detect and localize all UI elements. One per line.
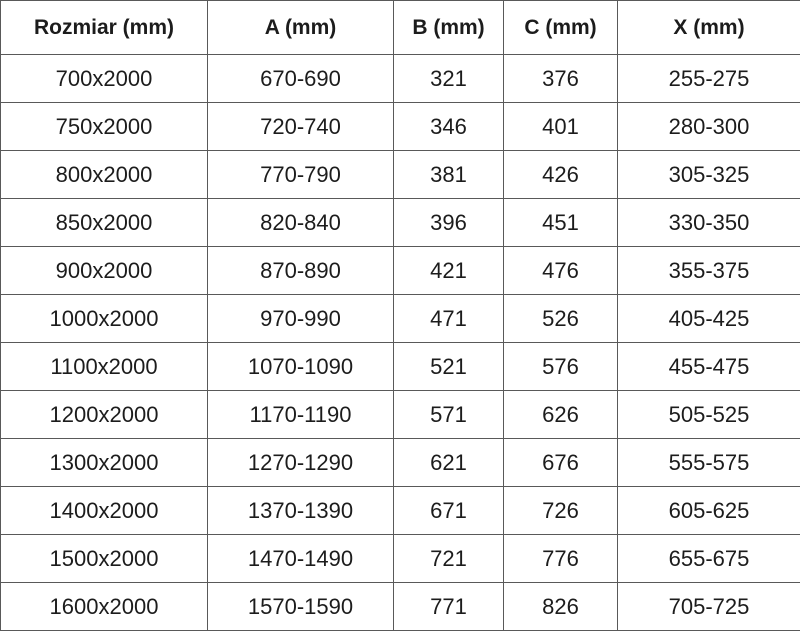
table-header-row: Rozmiar (mm) A (mm) B (mm) C (mm) X (mm) <box>1 1 800 55</box>
table-cell: 700x2000 <box>1 55 208 103</box>
table-cell: 1070-1090 <box>208 343 394 391</box>
table-cell: 476 <box>504 247 618 295</box>
table-cell: 621 <box>394 439 504 487</box>
column-header-x: X (mm) <box>618 1 800 55</box>
table-cell: 1170-1190 <box>208 391 394 439</box>
table-cell: 1470-1490 <box>208 535 394 583</box>
column-header-rozmiar: Rozmiar (mm) <box>1 1 208 55</box>
table-cell: 626 <box>504 391 618 439</box>
table-cell: 970-990 <box>208 295 394 343</box>
table-cell: 1100x2000 <box>1 343 208 391</box>
table-cell: 721 <box>394 535 504 583</box>
table-cell: 471 <box>394 295 504 343</box>
table-cell: 305-325 <box>618 151 800 199</box>
table-cell: 381 <box>394 151 504 199</box>
table-cell: 1500x2000 <box>1 535 208 583</box>
table-cell: 671 <box>394 487 504 535</box>
table-cell: 526 <box>504 295 618 343</box>
table-cell: 1000x2000 <box>1 295 208 343</box>
table-cell: 330-350 <box>618 199 800 247</box>
column-header-a: A (mm) <box>208 1 394 55</box>
table-cell: 670-690 <box>208 55 394 103</box>
table-cell: 255-275 <box>618 55 800 103</box>
table-cell: 770-790 <box>208 151 394 199</box>
table-cell: 376 <box>504 55 618 103</box>
table-cell: 800x2000 <box>1 151 208 199</box>
table-cell: 1600x2000 <box>1 583 208 631</box>
table-cell: 850x2000 <box>1 199 208 247</box>
table-cell: 451 <box>504 199 618 247</box>
table-cell: 280-300 <box>618 103 800 151</box>
table-cell: 555-575 <box>618 439 800 487</box>
table-cell: 655-675 <box>618 535 800 583</box>
column-header-b: B (mm) <box>394 1 504 55</box>
table-cell: 346 <box>394 103 504 151</box>
table-cell: 521 <box>394 343 504 391</box>
table-cell: 576 <box>504 343 618 391</box>
table-cell: 900x2000 <box>1 247 208 295</box>
table-cell: 676 <box>504 439 618 487</box>
table-cell: 726 <box>504 487 618 535</box>
table-cell: 1300x2000 <box>1 439 208 487</box>
table-cell: 820-840 <box>208 199 394 247</box>
table-cell: 571 <box>394 391 504 439</box>
table-cell: 355-375 <box>618 247 800 295</box>
table-cell: 396 <box>394 199 504 247</box>
table-cell: 405-425 <box>618 295 800 343</box>
table-cell: 750x2000 <box>1 103 208 151</box>
table-cell: 421 <box>394 247 504 295</box>
table-cell: 776 <box>504 535 618 583</box>
table-cell: 1370-1390 <box>208 487 394 535</box>
table-cell: 720-740 <box>208 103 394 151</box>
table-cell: 321 <box>394 55 504 103</box>
table-cell: 771 <box>394 583 504 631</box>
table-cell: 1200x2000 <box>1 391 208 439</box>
table-cell: 1270-1290 <box>208 439 394 487</box>
column-header-c: C (mm) <box>504 1 618 55</box>
table-cell: 1570-1590 <box>208 583 394 631</box>
table-cell: 505-525 <box>618 391 800 439</box>
table-cell: 401 <box>504 103 618 151</box>
table-cell: 426 <box>504 151 618 199</box>
table-cell: 705-725 <box>618 583 800 631</box>
table-cell: 826 <box>504 583 618 631</box>
table-cell: 605-625 <box>618 487 800 535</box>
table-cell: 455-475 <box>618 343 800 391</box>
table-cell: 870-890 <box>208 247 394 295</box>
table-cell: 1400x2000 <box>1 487 208 535</box>
